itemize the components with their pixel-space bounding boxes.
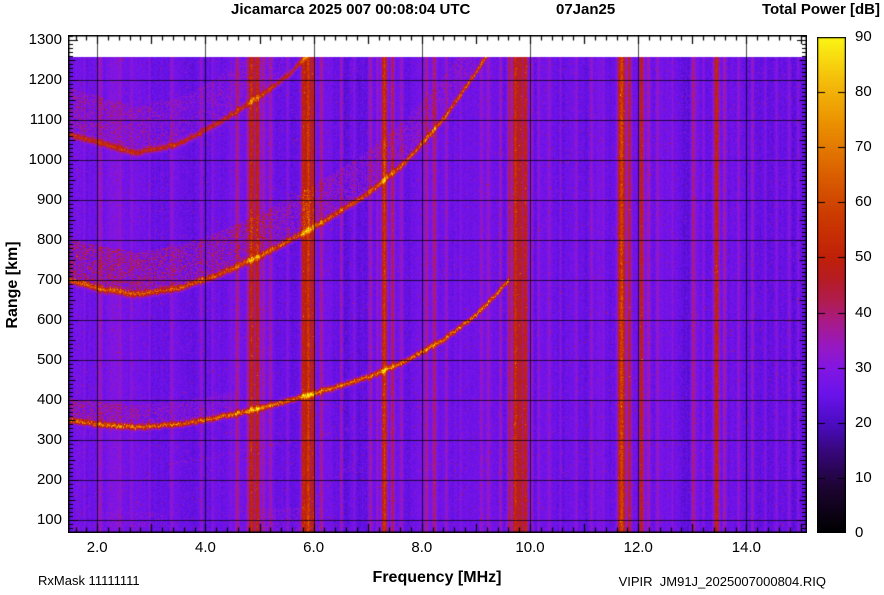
- x-tick-label: 2.0: [86, 539, 108, 556]
- colorbar: [817, 37, 846, 533]
- y-tick-label: 500: [36, 350, 62, 368]
- y-tick-label: 900: [36, 190, 62, 208]
- colorbar-tick-label: 30: [855, 358, 872, 376]
- y-tick-label: 1300: [28, 30, 62, 48]
- colorbar-tick-label: 40: [855, 303, 872, 321]
- colorbar-tick-label: 70: [855, 138, 872, 156]
- x-axis-label: Frequency [MHz]: [372, 569, 502, 586]
- colorbar-tick-label: 90: [855, 28, 872, 45]
- y-tick-label: 1200: [28, 70, 62, 88]
- x-tick-label: 12.0: [623, 539, 653, 556]
- x-tick-label: 14.0: [731, 539, 762, 556]
- colorbar-tick-label: 10: [855, 468, 872, 486]
- colorbar-title: Total Power [dB]: [761, 1, 880, 18]
- colorbar-tick-label: 0: [855, 524, 864, 541]
- y-tick-label: 1100: [29, 110, 62, 128]
- y-tick-label: 600: [36, 310, 62, 328]
- x-tick-label: 6.0: [303, 539, 325, 556]
- y-tick-label: 400: [36, 390, 62, 408]
- plot-date: 07Jan25: [556, 1, 616, 18]
- colorbar-tick-label: 50: [855, 248, 872, 266]
- y-tick-label: 1000: [28, 150, 62, 168]
- x-tick-label: 4.0: [194, 539, 216, 556]
- y-tick-label: 200: [36, 470, 62, 488]
- y-tick-label: 700: [36, 270, 62, 288]
- rx-mask-label: RxMask 11111111: [38, 573, 140, 588]
- y-axis-label: Range [km]: [4, 241, 21, 329]
- x-tick-label: 10.0: [515, 539, 545, 556]
- data-file-label: VIPIR JM91J_2025007000804.RIQ: [618, 574, 826, 589]
- ionogram-heatmap: [68, 35, 807, 533]
- y-tick-label: 300: [36, 430, 62, 448]
- colorbar-tick-label: 20: [855, 413, 872, 431]
- colorbar-tick-label: 80: [855, 83, 872, 101]
- colorbar-tick-label: 60: [855, 193, 872, 211]
- y-tick-label: 100: [36, 510, 62, 528]
- x-tick-label: 8.0: [411, 539, 433, 556]
- plot-title: Jicamarca 2025 007 00:08:04 UTC: [231, 1, 471, 18]
- y-tick-label: 800: [36, 230, 62, 248]
